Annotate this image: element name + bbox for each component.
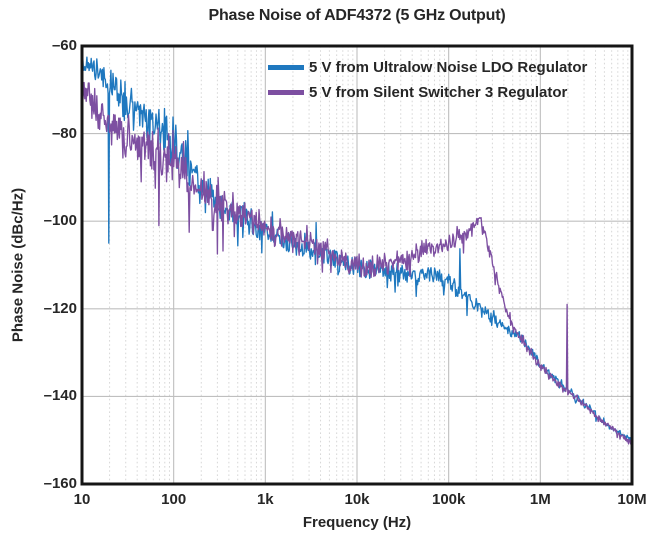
legend-label: 5 V from Ultralow Noise LDO Regulator bbox=[309, 59, 588, 76]
x-tick-label: 100 bbox=[161, 491, 187, 508]
y-tick-label: –120 bbox=[43, 300, 77, 317]
y-tick-label: –100 bbox=[43, 212, 77, 229]
legend-line-sample-purple bbox=[268, 90, 304, 95]
x-tick-label: 100k bbox=[432, 491, 466, 508]
legend-item-ldo: 5 V from Ultralow Noise LDO Regulator bbox=[268, 59, 587, 76]
x-tick-label: 1k bbox=[256, 491, 274, 508]
y-tick-label: –60 bbox=[51, 37, 77, 54]
x-axis-title: Frequency (Hz) bbox=[302, 514, 412, 531]
x-tick-label: 10k bbox=[344, 491, 370, 508]
y-tick-label: –140 bbox=[43, 387, 77, 404]
y-tick-label: –80 bbox=[51, 125, 77, 142]
x-tick-label: 10 bbox=[73, 491, 91, 508]
series-trace-1 bbox=[82, 81, 632, 445]
x-tick-label: 1M bbox=[529, 491, 551, 508]
chart-title: Phase Noise of ADF4372 (5 GHz Output) bbox=[208, 7, 506, 24]
y-axis-title: Phase Noise (dBc/Hz) bbox=[9, 187, 27, 343]
x-tick-label: 10M bbox=[617, 491, 647, 508]
plot-frame bbox=[80, 44, 634, 486]
legend-label: 5 V from Silent Switcher 3 Regulator bbox=[309, 84, 568, 101]
y-tick-label: –160 bbox=[43, 475, 77, 492]
legend-line-sample-blue bbox=[268, 65, 304, 70]
legend-item-silent-switcher: 5 V from Silent Switcher 3 Regulator bbox=[268, 84, 567, 101]
